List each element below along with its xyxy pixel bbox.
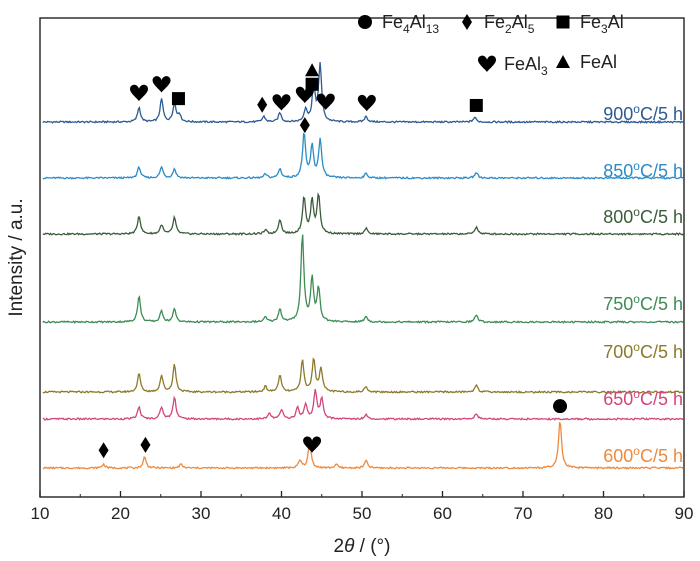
series-label-unit: C/5 h (640, 294, 683, 314)
series-label-unit: C/5 h (640, 342, 683, 362)
series-label-sup: o (633, 159, 640, 173)
diamond-marker-icon (462, 14, 472, 30)
diamond-marker-icon (98, 442, 109, 459)
series-label-unit: C/5 h (640, 161, 683, 181)
legend-subscript: 4 (403, 22, 410, 36)
legend-text-part: Al (512, 12, 528, 32)
legend-subscript: 3 (601, 22, 608, 36)
series-label: 650oC/5 h (603, 387, 683, 409)
series-label: 600oC/5 h (603, 444, 683, 466)
legend-text-part: Fe (382, 12, 403, 32)
series-label-unit: C/5 h (640, 104, 683, 124)
legend-item-label: FeAl (580, 52, 617, 72)
heart-marker-icon (478, 55, 496, 72)
x-tick-label: 20 (111, 504, 130, 523)
series-label: 800oC/5 h (603, 205, 683, 227)
x-axis-title-part: / (°) (354, 536, 390, 557)
series-label-sup: o (633, 205, 640, 219)
heart-marker-icon (272, 94, 291, 111)
legend-text-part: Fe (580, 12, 601, 32)
series-label-value: 700 (603, 342, 633, 362)
triangle-marker-icon (305, 63, 320, 77)
x-tick-label: 90 (675, 504, 694, 523)
heart-marker-icon (303, 436, 322, 453)
x-tick-label: 10 (31, 504, 50, 523)
legend-item-label: Fe3Al (580, 12, 624, 36)
series-label-value: 600 (603, 446, 633, 466)
x-tick-label: 50 (353, 504, 372, 523)
legend-subscript: 5 (528, 22, 535, 36)
x-axis-title-part: 2 (334, 536, 345, 557)
y-axis-title: Intensity / a.u. (6, 198, 27, 316)
x-tick-label: 30 (192, 504, 211, 523)
series-label-unit: C/5 h (640, 389, 683, 409)
legend-subscript: 2 (505, 22, 512, 36)
series-label-value: 750 (603, 294, 633, 314)
heart-marker-icon (316, 93, 335, 110)
series-label: 900oC/5 h (603, 102, 683, 124)
series-label: 750oC/5 h (603, 292, 683, 314)
series-label: 850oC/5 h (603, 159, 683, 181)
heart-marker-icon (295, 86, 314, 104)
heart-marker-icon (130, 84, 149, 102)
series-label-unit: C/5 h (640, 207, 683, 227)
phase-markers (98, 63, 568, 459)
series-label-sup: o (633, 387, 640, 401)
series-line (42, 234, 684, 324)
axes: 10 20 30 40 50 60 70 80 90 2θ / (°) Intensity / a.… (6, 198, 693, 557)
circle-marker-icon (358, 15, 372, 29)
series-label-unit: C/5 h (640, 446, 683, 466)
series-label-value: 650 (603, 389, 633, 409)
legend-subscript: 13 (426, 22, 440, 36)
x-axis-title-part: θ (344, 536, 355, 557)
series-label-value: 800 (603, 207, 633, 227)
square-marker-icon (171, 92, 185, 106)
diamond-marker-icon (299, 117, 310, 134)
heart-marker-icon (152, 76, 171, 93)
diamond-marker-icon (257, 96, 268, 113)
series-line (42, 61, 684, 125)
x-tick-label: 80 (594, 504, 613, 523)
legend-text-part: FeAl (504, 54, 541, 74)
series-line (42, 388, 684, 421)
legend-item-label: FeAl3 (504, 54, 548, 78)
square-marker-icon (556, 15, 570, 29)
heart-marker-icon (357, 94, 376, 112)
series-label-value: 900 (603, 104, 633, 124)
legend-subscript: 3 (541, 64, 548, 78)
series-label: 700oC/5 h (603, 340, 683, 362)
series-line (42, 132, 684, 180)
x-tick-label: 60 (433, 504, 452, 523)
legend-item-label: Fe4Al13 (382, 12, 439, 36)
diamond-marker-icon (140, 436, 151, 453)
legend-text-part: FeAl (580, 52, 617, 72)
series-label-sup: o (633, 340, 640, 354)
legend-text-part: Fe (484, 12, 505, 32)
x-axis-title: 2θ / (°) (334, 536, 391, 557)
series-label-value: 850 (603, 161, 633, 181)
x-tick-label: 70 (514, 504, 533, 523)
square-marker-icon (469, 98, 483, 112)
triangle-marker-icon (556, 55, 570, 68)
square-marker-icon (305, 77, 319, 91)
x-tick-label: 40 (272, 504, 291, 523)
series-label-sup: o (633, 102, 640, 116)
series-label-sup: o (633, 292, 640, 306)
series-label-sup: o (633, 444, 640, 458)
series-line (42, 357, 684, 394)
legend-text-part: Al (410, 12, 426, 32)
series-line (42, 421, 684, 470)
series-line (42, 192, 684, 236)
circle-marker-icon (553, 399, 568, 414)
legend-item-label: Fe2Al5 (484, 12, 535, 36)
legend-text-part: Al (608, 12, 624, 32)
